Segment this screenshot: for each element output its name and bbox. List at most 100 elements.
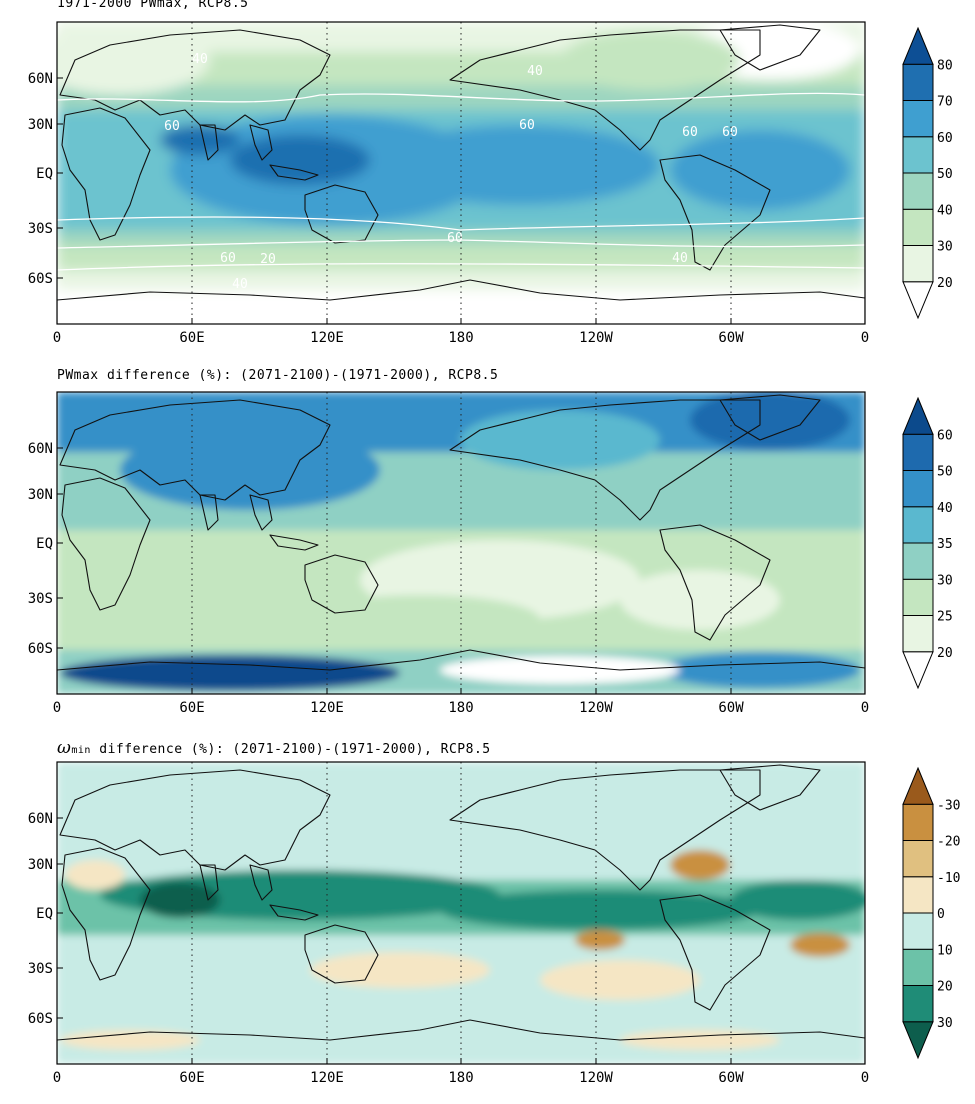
colorbar: 30 20 10 0 -10 -20 -30 — [902, 766, 960, 1060]
colorbar-level-label: 25 — [937, 610, 953, 625]
x-tick-label: 60E — [179, 700, 204, 716]
map-field — [57, 762, 865, 1064]
field-blob — [300, 595, 540, 645]
field-blob — [120, 430, 380, 510]
field-blob — [230, 135, 370, 185]
y-tick-label: 30S — [28, 221, 53, 237]
contour-label: 40 — [672, 251, 688, 266]
x-tick-label: 60E — [179, 1070, 204, 1086]
map-panel-omega-difference: ωmin difference (%): (2071-2100)-(1971-2… — [0, 738, 975, 1104]
colorbar-segment — [902, 136, 934, 174]
map-gridlines — [191, 392, 732, 694]
field-blob — [160, 125, 240, 155]
colorbar-segment — [902, 208, 934, 246]
contour-label: 20 — [260, 252, 276, 267]
colorbar-segment — [902, 615, 934, 653]
y-tick-label: 30S — [28, 961, 53, 977]
coastline — [57, 279, 865, 324]
x-tick-label: 0 — [861, 1070, 869, 1086]
field-blob — [670, 850, 730, 880]
coastline — [59, 399, 331, 501]
x-axis: 0 60E 120E 180 120W 60W 0 — [53, 318, 869, 346]
contours — [57, 92, 865, 271]
map-gridlines — [191, 22, 732, 324]
coastlines — [57, 764, 865, 1064]
coastline — [659, 524, 771, 641]
coastline — [719, 24, 821, 71]
x-tick-label: 180 — [448, 1070, 473, 1086]
colorbar-level-label: 60 — [937, 428, 953, 443]
field-blob — [440, 890, 760, 930]
contour-line — [57, 216, 865, 231]
panel-title: ωmin difference (%): (2071-2100)-(1971-2… — [57, 738, 491, 758]
y-tick-label: 60S — [28, 641, 53, 657]
y-axis: 60N 30N EQ 30S 60S — [28, 71, 63, 287]
field-blob — [670, 130, 850, 210]
contour-label: 60 — [164, 119, 180, 134]
map-figure: 0 60E 120E 180 120W 60W 0 60N 30N EQ 30S 60S 30 20 10 0… — [28, 761, 960, 1086]
map-gridlines — [191, 762, 732, 1064]
colorbar-segment — [902, 433, 934, 471]
y-tick-label: EQ — [36, 166, 53, 182]
colorbar-segment — [902, 26, 934, 65]
x-tick-label: 0 — [53, 330, 61, 346]
map-figure: 0 60E 120E 180 120W 60W 0 60N 30N EQ 30S 60S 20 25 30 3… — [28, 391, 953, 716]
colorbar-level-label: 30 — [937, 1016, 953, 1031]
coastlines — [57, 24, 865, 324]
colorbar-level-label: 35 — [937, 537, 953, 552]
colorbar-segment — [902, 803, 934, 841]
x-tick-label: 0 — [861, 700, 869, 716]
y-tick-label: 30N — [28, 117, 53, 133]
panel-title: 1971-2000 PWmax, RCP8.5 — [57, 0, 249, 11]
field-blob — [575, 930, 625, 950]
colorbar-level-label: 80 — [937, 58, 953, 73]
coastline — [269, 164, 319, 181]
contour-labels: 40 40 60 60 60 60 60 60 40 40 20 — [164, 52, 738, 292]
colorbar-level-label: 20 — [937, 276, 953, 291]
x-tick-label: 120E — [310, 1070, 344, 1086]
field-blob — [620, 570, 780, 630]
field-blob — [560, 30, 740, 90]
map-field — [57, 22, 865, 324]
colorbar-level-label: 0 — [937, 907, 945, 922]
colorbar-segment — [902, 985, 934, 1023]
colorbar-segment — [902, 766, 934, 805]
colorbar-segment — [902, 912, 934, 950]
field-blob — [57, 25, 210, 95]
coastline — [199, 864, 219, 901]
field-blob — [620, 1030, 780, 1050]
colorbar-segment — [902, 172, 934, 210]
colorbar: 20 25 30 35 40 50 60 — [902, 396, 953, 690]
x-tick-label: 180 — [448, 330, 473, 346]
coastlines — [57, 394, 865, 694]
coastline — [59, 769, 331, 871]
colorbar-level-label: 60 — [937, 131, 953, 146]
coastline — [719, 764, 821, 811]
colorbar-level-label: -30 — [937, 798, 960, 813]
coastline — [449, 399, 761, 521]
colorbar-level-label: 20 — [937, 980, 953, 995]
contour-line — [57, 92, 865, 103]
colorbar-segment — [902, 506, 934, 544]
coastline — [304, 184, 379, 244]
y-tick-label: 30N — [28, 857, 53, 873]
colorbar-segment — [902, 876, 934, 914]
contour-label: 60 — [722, 125, 738, 140]
coastline — [269, 904, 319, 921]
coastline — [199, 494, 219, 531]
x-tick-label: 60W — [718, 700, 744, 716]
x-tick-label: 60E — [179, 330, 204, 346]
colorbar-level-label: 50 — [937, 465, 953, 480]
y-axis: 60N 30N EQ 30S 60S — [28, 441, 63, 657]
coastline — [659, 894, 771, 1011]
colorbar: 20 30 40 50 60 70 80 — [902, 26, 953, 320]
colorbar-segment — [902, 396, 934, 435]
field-blob — [790, 933, 850, 957]
coastline — [304, 554, 379, 614]
coastline — [719, 394, 821, 441]
panel-title: PWmax difference (%): (2071-2100)-(1971-… — [57, 368, 499, 383]
coastline — [199, 124, 219, 161]
x-axis: 0 60E 120E 180 120W 60W 0 — [53, 1058, 869, 1086]
colorbar-level-label: 40 — [937, 203, 953, 218]
field-blob — [730, 880, 865, 920]
